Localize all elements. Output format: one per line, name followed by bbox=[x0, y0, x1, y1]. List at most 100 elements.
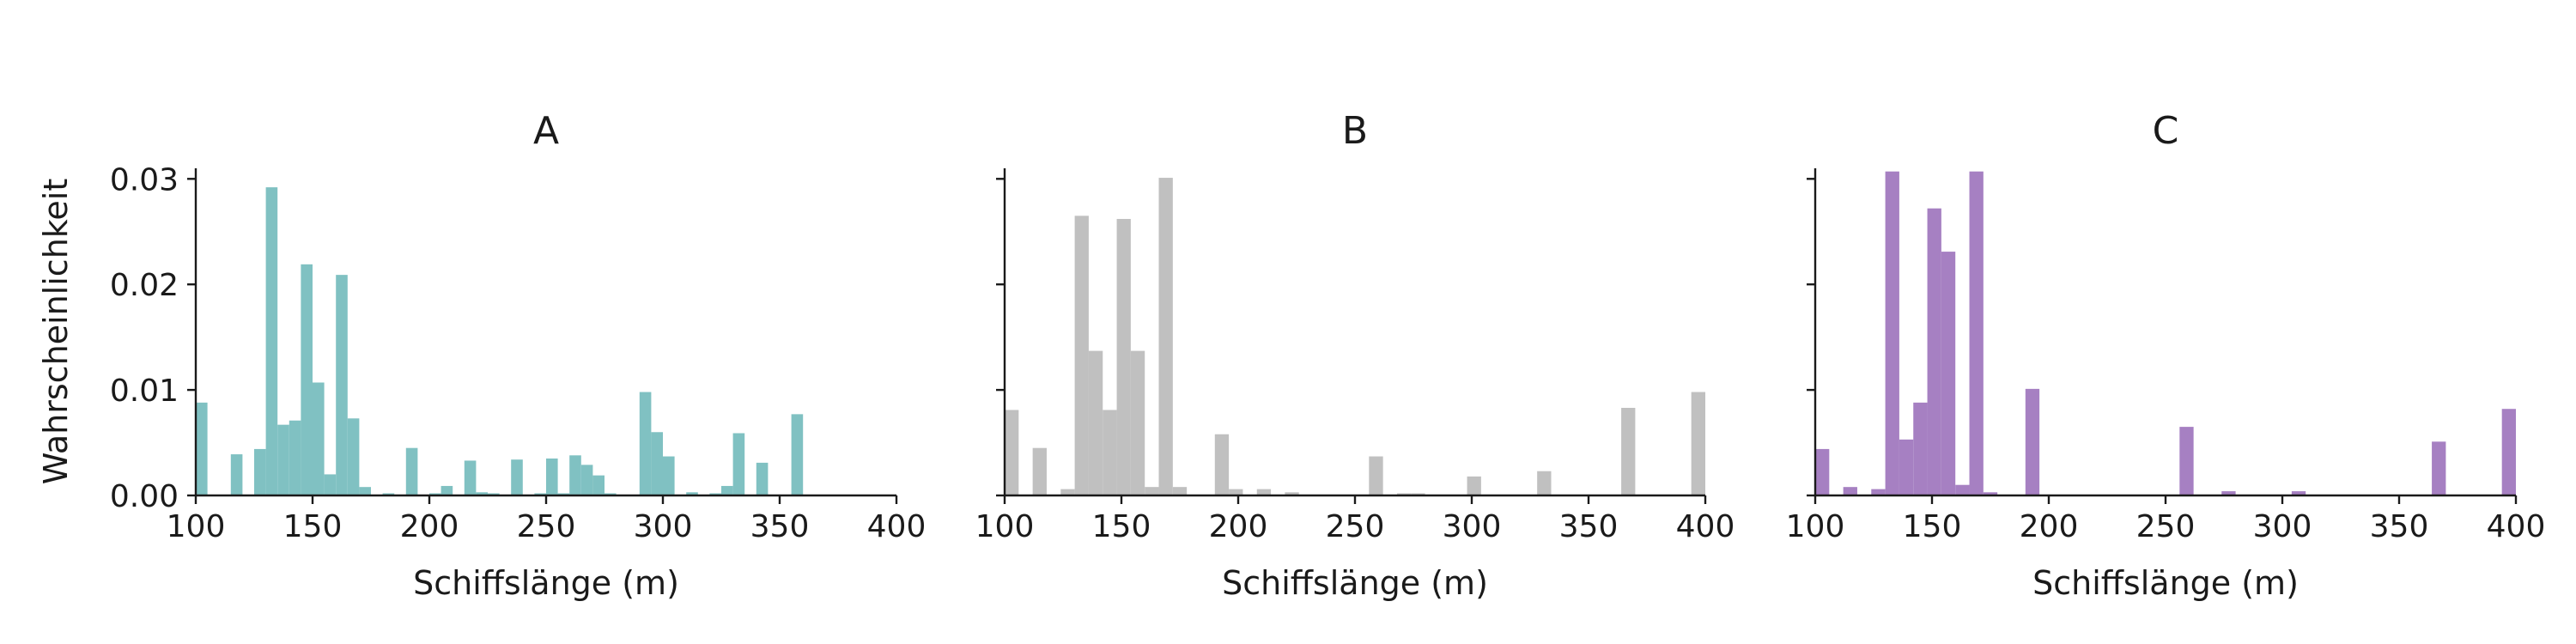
panel-a-bar-3 bbox=[265, 187, 278, 495]
panel-c-bar-8 bbox=[1955, 484, 1970, 495]
panel-a-bar-29 bbox=[663, 456, 675, 495]
panel-b-bar-19 bbox=[1537, 471, 1552, 495]
panel-a-bar-12 bbox=[382, 493, 395, 495]
panel-a: A Wahrscheinlichkeit Schiffslänge (m) 10… bbox=[37, 109, 926, 602]
panel-b-bar-13 bbox=[1256, 489, 1272, 495]
panel-b-bar-3 bbox=[1074, 216, 1089, 495]
panel-b-x-tick-label-1: 150 bbox=[1092, 509, 1151, 544]
panel-a-y-tick-label-2: 0.02 bbox=[110, 268, 179, 303]
panel-b-x-tick-label-3: 250 bbox=[1326, 509, 1385, 544]
panel-a-x-tick-label-4: 300 bbox=[634, 509, 693, 544]
panel-b-bar-5 bbox=[1103, 410, 1117, 495]
panel-b-x-tick-label-2: 200 bbox=[1209, 509, 1268, 544]
panel-b-bar-21 bbox=[1691, 392, 1705, 495]
panel-a-y-tick-label-1: 0.01 bbox=[110, 374, 179, 409]
panel-c-x-tick-label-6: 400 bbox=[2487, 509, 2546, 544]
panel-b-bar-0 bbox=[1005, 410, 1019, 495]
panel-c-x-tick-label-1: 150 bbox=[1903, 509, 1962, 544]
panel-a-y-axis-label: Wahrscheinlichkeit bbox=[37, 179, 75, 485]
panel-b: B Schiffslänge (m) 100 150 200 250 300 350 400 bbox=[975, 109, 1735, 602]
panel-b-bar-6 bbox=[1116, 218, 1131, 496]
panel-b-bar-4 bbox=[1088, 350, 1103, 495]
panel-c-x-tick-label-0: 100 bbox=[1786, 509, 1845, 544]
panel-b-title: B bbox=[1342, 109, 1368, 153]
panel-c-bar-7 bbox=[1941, 252, 1956, 495]
panel-a-bar-19 bbox=[511, 459, 523, 495]
panel-a-x-tick-label-1: 150 bbox=[283, 509, 343, 544]
panel-c-bar-0 bbox=[1815, 448, 1830, 495]
panel-b-bar-18 bbox=[1467, 476, 1481, 495]
panel-a-bar-20 bbox=[534, 493, 546, 495]
panel-a-bar-18 bbox=[488, 493, 500, 495]
panel-c-bar-13 bbox=[2221, 491, 2236, 495]
panel-c-bar-2 bbox=[1871, 489, 1886, 495]
panel-b-x-axis-label: Schiffslänge (m) bbox=[1222, 564, 1488, 602]
panel-c-bar-6 bbox=[1927, 208, 1941, 495]
panel-c-x-tick-label-5: 350 bbox=[2370, 509, 2429, 544]
panel-a-bar-14 bbox=[429, 493, 441, 495]
panel-a-bar-7 bbox=[313, 382, 325, 495]
panel-a-bar-10 bbox=[347, 418, 360, 495]
panel-b-bar-9 bbox=[1158, 178, 1173, 495]
panel-b-x-tick-label-4: 300 bbox=[1443, 509, 1502, 544]
panel-b-bar-15 bbox=[1369, 456, 1383, 495]
panel-a-bar-35 bbox=[791, 414, 804, 495]
panel-b-bar-2 bbox=[1060, 489, 1075, 495]
panel-b-bar-7 bbox=[1130, 350, 1145, 495]
panel-a-bar-32 bbox=[721, 485, 733, 495]
panel-c-x-tick-label-2: 200 bbox=[2020, 509, 2079, 544]
panel-c-bar-1 bbox=[1843, 487, 1857, 495]
panel-a-bar-6 bbox=[301, 264, 313, 495]
panel-b-bar-12 bbox=[1229, 489, 1243, 495]
panel-a-bar-15 bbox=[440, 485, 453, 495]
panel-a-bar-34 bbox=[756, 462, 769, 495]
panel-a-bar-0 bbox=[196, 402, 208, 495]
panel-b-bar-1 bbox=[1032, 447, 1047, 495]
panel-a-bar-31 bbox=[709, 493, 721, 495]
panel-c-bar-15 bbox=[2432, 441, 2446, 495]
panel-b-bar-16 bbox=[1396, 493, 1412, 495]
panel-c-title: C bbox=[2153, 109, 2179, 153]
panel-b-bar-8 bbox=[1145, 487, 1159, 495]
panel-a-bar-33 bbox=[732, 433, 745, 495]
panel-c-bar-10 bbox=[1983, 492, 1998, 495]
panel-a-bar-16 bbox=[464, 460, 477, 495]
panel-b-bar-17 bbox=[1411, 493, 1425, 495]
panel-a-bar-8 bbox=[324, 474, 337, 495]
panel-a-bar-13 bbox=[405, 447, 418, 495]
panel-c-x-axis-label: Schiffslänge (m) bbox=[2032, 564, 2299, 602]
panel-a-x-tick-label-2: 200 bbox=[400, 509, 459, 544]
panel-a-bar-2 bbox=[254, 448, 266, 495]
panel-b-x-tick-label-0: 100 bbox=[975, 509, 1035, 544]
panel-a-bar-24 bbox=[580, 465, 593, 495]
panel-a-bar-25 bbox=[592, 475, 605, 495]
panel-b-plot-area: 100 150 200 250 300 350 400 bbox=[975, 168, 1735, 544]
panel-a-bar-9 bbox=[336, 275, 348, 495]
panel-b-x-tick-label-5: 350 bbox=[1559, 509, 1619, 544]
panel-a-bar-4 bbox=[277, 424, 289, 495]
panel-a-title: A bbox=[533, 109, 559, 153]
panel-a-x-tick-label-0: 100 bbox=[167, 509, 226, 544]
panel-a-x-tick-label-5: 350 bbox=[750, 509, 810, 544]
panel-a-y-tick-label-3: 0.03 bbox=[110, 162, 179, 197]
panel-a-x-axis-label: Schiffslänge (m) bbox=[413, 564, 679, 602]
panel-b-bar-11 bbox=[1214, 434, 1230, 495]
panel-a-x-tick-label-6: 400 bbox=[867, 509, 927, 544]
panel-c-bar-11 bbox=[2025, 388, 2040, 495]
panel-b-bar-20 bbox=[1621, 407, 1636, 495]
panel-a-bar-21 bbox=[546, 458, 558, 495]
panel-c-bar-16 bbox=[2501, 409, 2516, 495]
panel-c-bar-5 bbox=[1913, 402, 1928, 495]
panel-a-bar-17 bbox=[476, 492, 488, 495]
panel-c-x-tick-label-3: 250 bbox=[2136, 509, 2196, 544]
panel-c: C Schiffslänge (m) 100 150 200 250 300 350 400 bbox=[1786, 109, 2546, 602]
panel-a-plot-area: 100 150 200 250 300 350 400 0.00 0.01 0.02 0.03 bbox=[110, 162, 927, 544]
panel-a-bar-11 bbox=[359, 487, 371, 495]
panel-c-bar-12 bbox=[2179, 427, 2194, 495]
panel-c-bar-4 bbox=[1899, 439, 1914, 495]
panel-a-bar-23 bbox=[569, 455, 581, 495]
panel-a-bar-26 bbox=[605, 493, 617, 495]
panel-a-bar-5 bbox=[289, 420, 301, 495]
panel-b-bar-14 bbox=[1285, 492, 1299, 495]
